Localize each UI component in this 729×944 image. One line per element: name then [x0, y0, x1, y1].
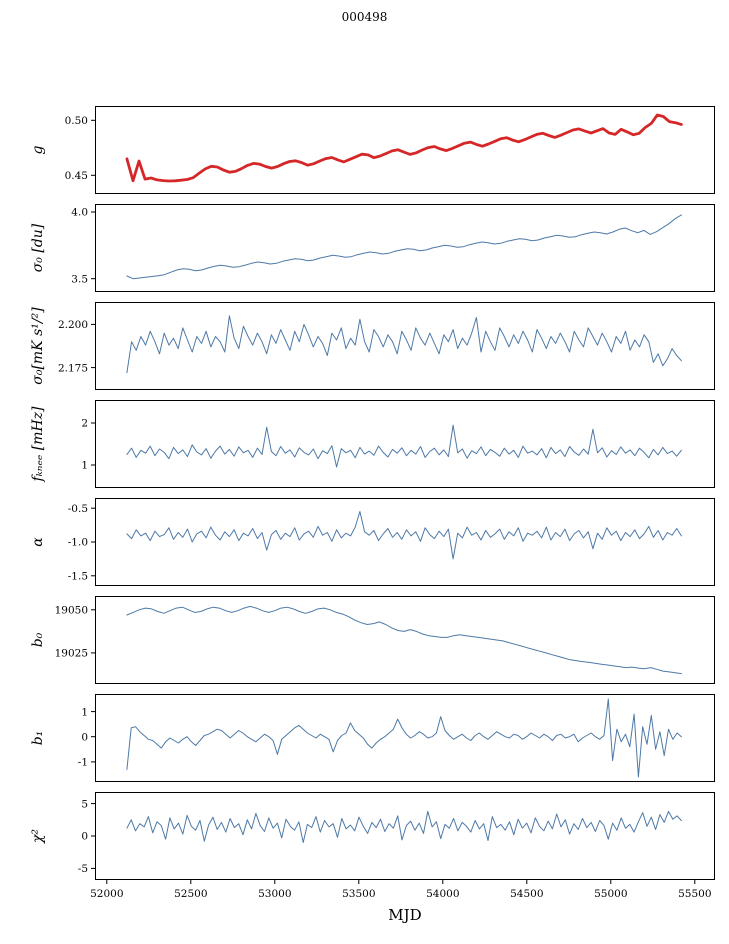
- subplot-sigma0-mk: σ₀[mK s¹/²] 2.175 2.200: [0, 302, 729, 390]
- plot-canvas-fknee: 12: [81, 400, 715, 488]
- svg-text:-1.5: -1.5: [68, 570, 88, 582]
- svg-text:54500: 54500: [510, 888, 543, 900]
- plot-canvas-sigma0-mk: 2.175 2.200: [58, 302, 715, 390]
- plot-canvas-alpha: -1.5 -1.0 -0.5: [68, 498, 715, 586]
- plot-canvas-chi2: -5 0 5 52000 52500 53000 53500 54000 54500 55000 5…: [78, 792, 715, 900]
- svg-text:55000: 55000: [594, 888, 627, 900]
- svg-text:19050: 19050: [55, 604, 88, 616]
- ylabel-b0: b₀: [30, 632, 46, 648]
- svg-text:-1: -1: [78, 757, 88, 769]
- svg-text:0.45: 0.45: [65, 170, 88, 182]
- plot-canvas-sigma0-du: 3.5 4.0: [71, 204, 715, 292]
- svg-text:53500: 53500: [342, 888, 375, 900]
- svg-text:2.175: 2.175: [58, 362, 88, 374]
- ylabel-sigma0-du: σ₀ [du]: [30, 223, 46, 273]
- plot-canvas-b0: 19025 19050: [55, 596, 715, 684]
- svg-text:-5: -5: [78, 863, 88, 875]
- svg-text:2.200: 2.200: [58, 319, 88, 331]
- subplot-chi2: χ² -5 0 5 52000 52500 53000 53500 54000 54500 550…: [0, 792, 729, 900]
- subplot-alpha: α -1.5 -1.0 -0.5: [0, 498, 729, 586]
- svg-text:0.50: 0.50: [65, 115, 88, 127]
- plot-canvas-g: 0.45 0.50: [65, 106, 715, 194]
- subplot-b0: b₀ 19025 19050: [0, 596, 729, 684]
- ylabel-fknee: fₖₙₑₑ [mHz]: [30, 406, 46, 482]
- svg-text:1: 1: [81, 706, 88, 718]
- ylabel-alpha: α: [30, 537, 46, 547]
- svg-text:3.5: 3.5: [71, 273, 88, 285]
- x-axis-label: MJD: [388, 906, 422, 924]
- svg-text:52500: 52500: [174, 888, 207, 900]
- svg-text:55500: 55500: [678, 888, 711, 900]
- svg-text:4.0: 4.0: [71, 207, 88, 219]
- svg-text:53000: 53000: [258, 888, 291, 900]
- svg-text:2: 2: [81, 418, 88, 430]
- svg-text:54000: 54000: [426, 888, 459, 900]
- ylabel-b1: b₁: [30, 730, 46, 746]
- svg-text:52000: 52000: [90, 888, 123, 900]
- subplot-b1: b₁ -1 0 1: [0, 694, 729, 782]
- svg-text:0: 0: [81, 731, 88, 743]
- svg-text:1: 1: [81, 460, 88, 472]
- subplot-g: g 0.45 0.50: [0, 106, 729, 194]
- svg-text:19025: 19025: [55, 648, 88, 660]
- svg-text:-1.0: -1.0: [68, 537, 88, 549]
- plot-canvas-b1: -1 0 1: [78, 694, 715, 782]
- ylabel-sigma0-mk: σ₀[mK s¹/²]: [30, 307, 46, 385]
- ylabel-g: g: [30, 145, 46, 155]
- figure-title: 000498: [341, 10, 388, 24]
- ylabel-chi2: χ²: [30, 828, 46, 844]
- svg-text:-0.5: -0.5: [68, 503, 88, 515]
- subplot-sigma0-du: σ₀ [du] 3.5 4.0: [0, 204, 729, 292]
- svg-text:5: 5: [81, 798, 88, 810]
- svg-text:0: 0: [81, 831, 88, 843]
